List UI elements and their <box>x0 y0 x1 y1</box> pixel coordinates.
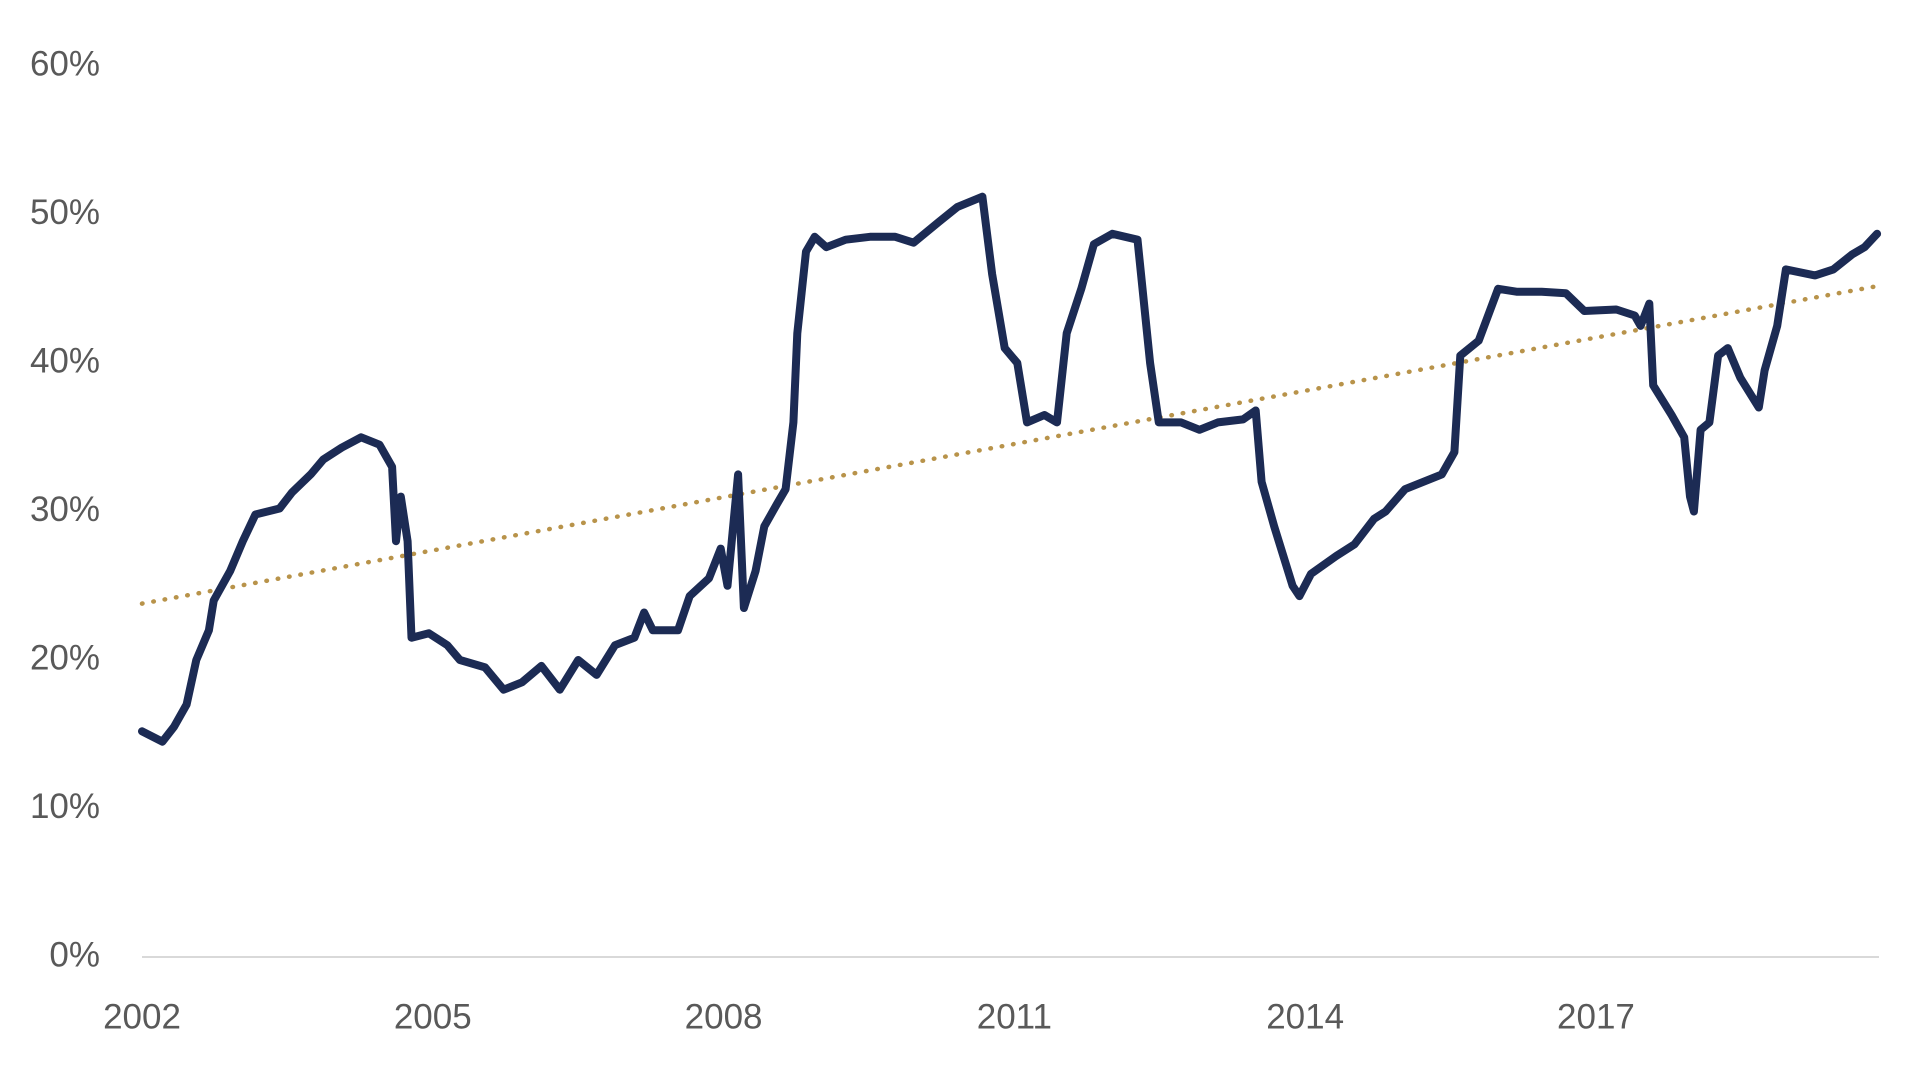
y-tick-label: 50% <box>30 193 100 232</box>
y-tick-label: 30% <box>30 490 100 529</box>
x-tick-label: 2008 <box>685 997 763 1036</box>
x-tick-label: 2002 <box>103 997 181 1036</box>
x-tick-label: 2011 <box>977 997 1052 1036</box>
y-tick-label: 0% <box>49 935 100 974</box>
y-tick-label: 20% <box>30 638 100 677</box>
y-tick-label: 10% <box>30 787 100 826</box>
x-tick-label: 2017 <box>1557 997 1635 1036</box>
trend-line <box>139 283 1882 606</box>
x-tick-label: 2014 <box>1266 997 1344 1036</box>
series-line <box>138 192 1882 746</box>
x-tick-label: 2005 <box>394 997 472 1036</box>
y-tick-label: 60% <box>30 44 100 83</box>
y-tick-label: 40% <box>30 341 100 380</box>
